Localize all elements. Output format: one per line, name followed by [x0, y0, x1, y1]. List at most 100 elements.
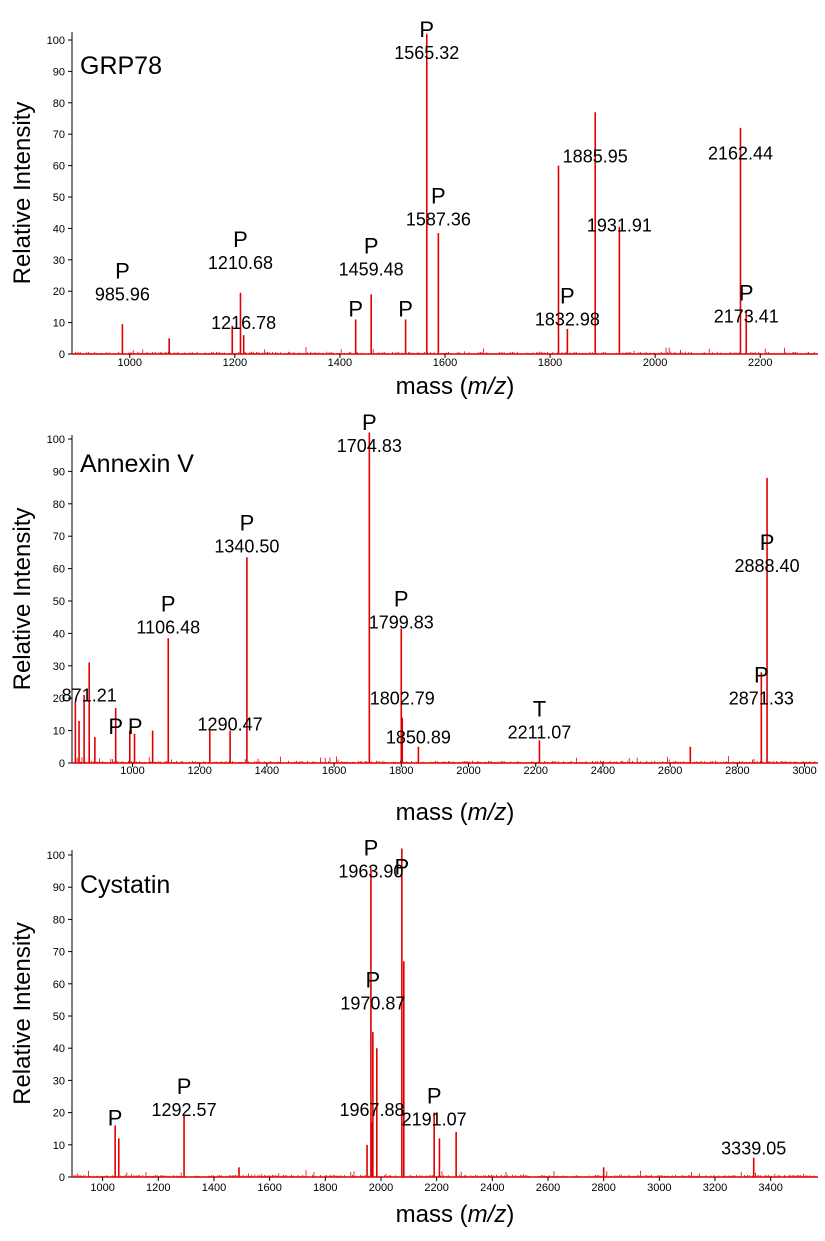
peak-mass-label: 1565.32: [394, 43, 459, 63]
x-tick-label: 1000: [120, 765, 144, 777]
x-tick-label: 1000: [118, 357, 142, 369]
y-tick-label: 20: [53, 693, 65, 705]
y-tick-label: 60: [53, 161, 65, 173]
x-tick-label: 1600: [322, 765, 346, 777]
peak-mass-label: 985.96: [95, 285, 150, 305]
y-tick-label: 20: [53, 1108, 65, 1120]
peak-mass-label: 1210.68: [208, 253, 273, 273]
peak-marker-letter: P: [560, 284, 575, 309]
y-tick-label: 90: [53, 66, 65, 78]
x-tick-label: 1800: [389, 765, 413, 777]
x-tick-label: 3200: [703, 1182, 727, 1194]
y-tick-label: 70: [53, 947, 65, 959]
peak-marker-letter: P: [419, 17, 434, 42]
y-tick-label: 100: [47, 35, 65, 47]
x-tick-label: 2800: [591, 1182, 615, 1194]
y-tick-label: 40: [53, 1043, 65, 1055]
peak-marker-letter: P: [364, 836, 379, 861]
peak-marker-letter: P: [233, 227, 248, 252]
peak-marker-letter: P: [240, 510, 255, 535]
spectrum-panel-1: 0 10 20 30 40 50 60 70 80 90 100 1000 1200 1400 1600 18…: [9, 17, 818, 400]
peak-mass-label: 2173.41: [714, 307, 779, 327]
x-tick-label: 2000: [643, 357, 667, 369]
y-tick-label: 50: [53, 596, 65, 608]
peak-mass-label: 1832.98: [535, 310, 600, 330]
y-tick-label: 40: [53, 628, 65, 640]
peak-marker-letter: P: [128, 714, 143, 739]
y-tick-label: 100: [47, 850, 65, 862]
y-tick-label: 40: [53, 223, 65, 235]
y-tick-label: 10: [53, 726, 65, 738]
x-tick-label: 3000: [792, 765, 816, 777]
y-tick-label: 30: [53, 1075, 65, 1087]
peak-mass-label: 1290.47: [198, 715, 263, 735]
y-axis-label: Relative Intensity: [9, 922, 36, 1105]
y-tick-label: 70: [53, 531, 65, 543]
baseline-noise: [73, 347, 816, 354]
peak-mass-label: 1850.89: [386, 728, 451, 748]
x-tick-label: 1800: [538, 357, 562, 369]
y-tick-label: 60: [53, 979, 65, 991]
x-tick-label: 1400: [328, 357, 352, 369]
x-tick-label: 1800: [313, 1182, 337, 1194]
peak-marker-letter: P: [177, 1074, 192, 1099]
panel-title: Annexin V: [80, 450, 194, 478]
y-tick-label: 0: [59, 349, 65, 361]
x-tick-label: 2600: [658, 765, 682, 777]
y-tick-label: 0: [59, 758, 65, 770]
peak-mass-label: 1587.36: [406, 209, 471, 229]
x-tick-label: 3400: [758, 1182, 782, 1194]
y-tick-label: 80: [53, 98, 65, 110]
x-tick-label: 2400: [480, 1182, 504, 1194]
x-tick-label: 1200: [187, 765, 211, 777]
peak-mass-label: 1802.79: [370, 689, 435, 709]
peak-marker-letter: P: [739, 281, 754, 306]
y-tick-label: 90: [53, 466, 65, 478]
x-axis-label-unit: m/z: [468, 1201, 507, 1228]
x-axis-label: mass (m/z): [396, 1201, 515, 1228]
peak-mass-label: 1704.83: [337, 436, 402, 456]
y-tick-label: 60: [53, 564, 65, 576]
peak-mass-label: 1292.57: [152, 1100, 217, 1120]
peak-marker-letter: P: [348, 296, 363, 321]
peak-marker-letter: P: [760, 530, 775, 555]
x-tick-label: 1600: [257, 1182, 281, 1194]
peak-mass-label: 871.21: [62, 685, 117, 705]
x-tick-label: 2000: [369, 1182, 393, 1194]
panel-title: Cystatin: [80, 871, 170, 899]
peak-mass-label: 1967.88: [339, 1100, 404, 1120]
peak-marker-letter: P: [108, 714, 123, 739]
x-tick-label: 2400: [591, 765, 615, 777]
y-tick-label: 80: [53, 499, 65, 511]
y-axis-label: Relative Intensity: [9, 102, 36, 285]
spectrum-panel-3: 0 10 20 30 40 50 60 70 80 90 100 1000 1200 1400 1600 18…: [9, 836, 818, 1228]
x-tick-label: 2200: [424, 1182, 448, 1194]
y-tick-label: 90: [53, 882, 65, 894]
x-axis-label-suffix: ): [506, 799, 514, 826]
peak-marker-letter: P: [431, 183, 446, 208]
y-tick-label: 70: [53, 129, 65, 141]
x-axis-label-unit: m/z: [468, 799, 507, 826]
x-axis-label-prefix: mass (: [396, 373, 468, 400]
peak-marker-letter: P: [362, 410, 377, 435]
x-axis-label: mass (m/z): [396, 799, 515, 826]
y-tick-label: 80: [53, 914, 65, 926]
y-tick-label: 0: [59, 1172, 65, 1184]
peak-marker-letter: P: [754, 663, 769, 688]
peak-mass-label: 1799.83: [369, 613, 434, 633]
y-tick-label: 20: [53, 286, 65, 298]
x-tick-label: 1600: [433, 357, 457, 369]
x-tick-label: 1200: [146, 1182, 170, 1194]
peak-mass-label: 2162.44: [708, 143, 773, 163]
peak-marker-letter: P: [366, 968, 381, 993]
baseline-noise: [73, 1170, 816, 1177]
x-tick-label: 2200: [523, 765, 547, 777]
x-axis-label-suffix: ): [506, 373, 514, 400]
peak-mass-label: 1931.91: [587, 216, 652, 236]
peak-mass-label: 2888.40: [735, 556, 800, 576]
peak-marker-letter: P: [427, 1083, 442, 1108]
x-axis-label-prefix: mass (: [396, 799, 468, 826]
y-axis-label: Relative Intensity: [9, 508, 36, 691]
peak-marker-letter: T: [533, 697, 546, 722]
